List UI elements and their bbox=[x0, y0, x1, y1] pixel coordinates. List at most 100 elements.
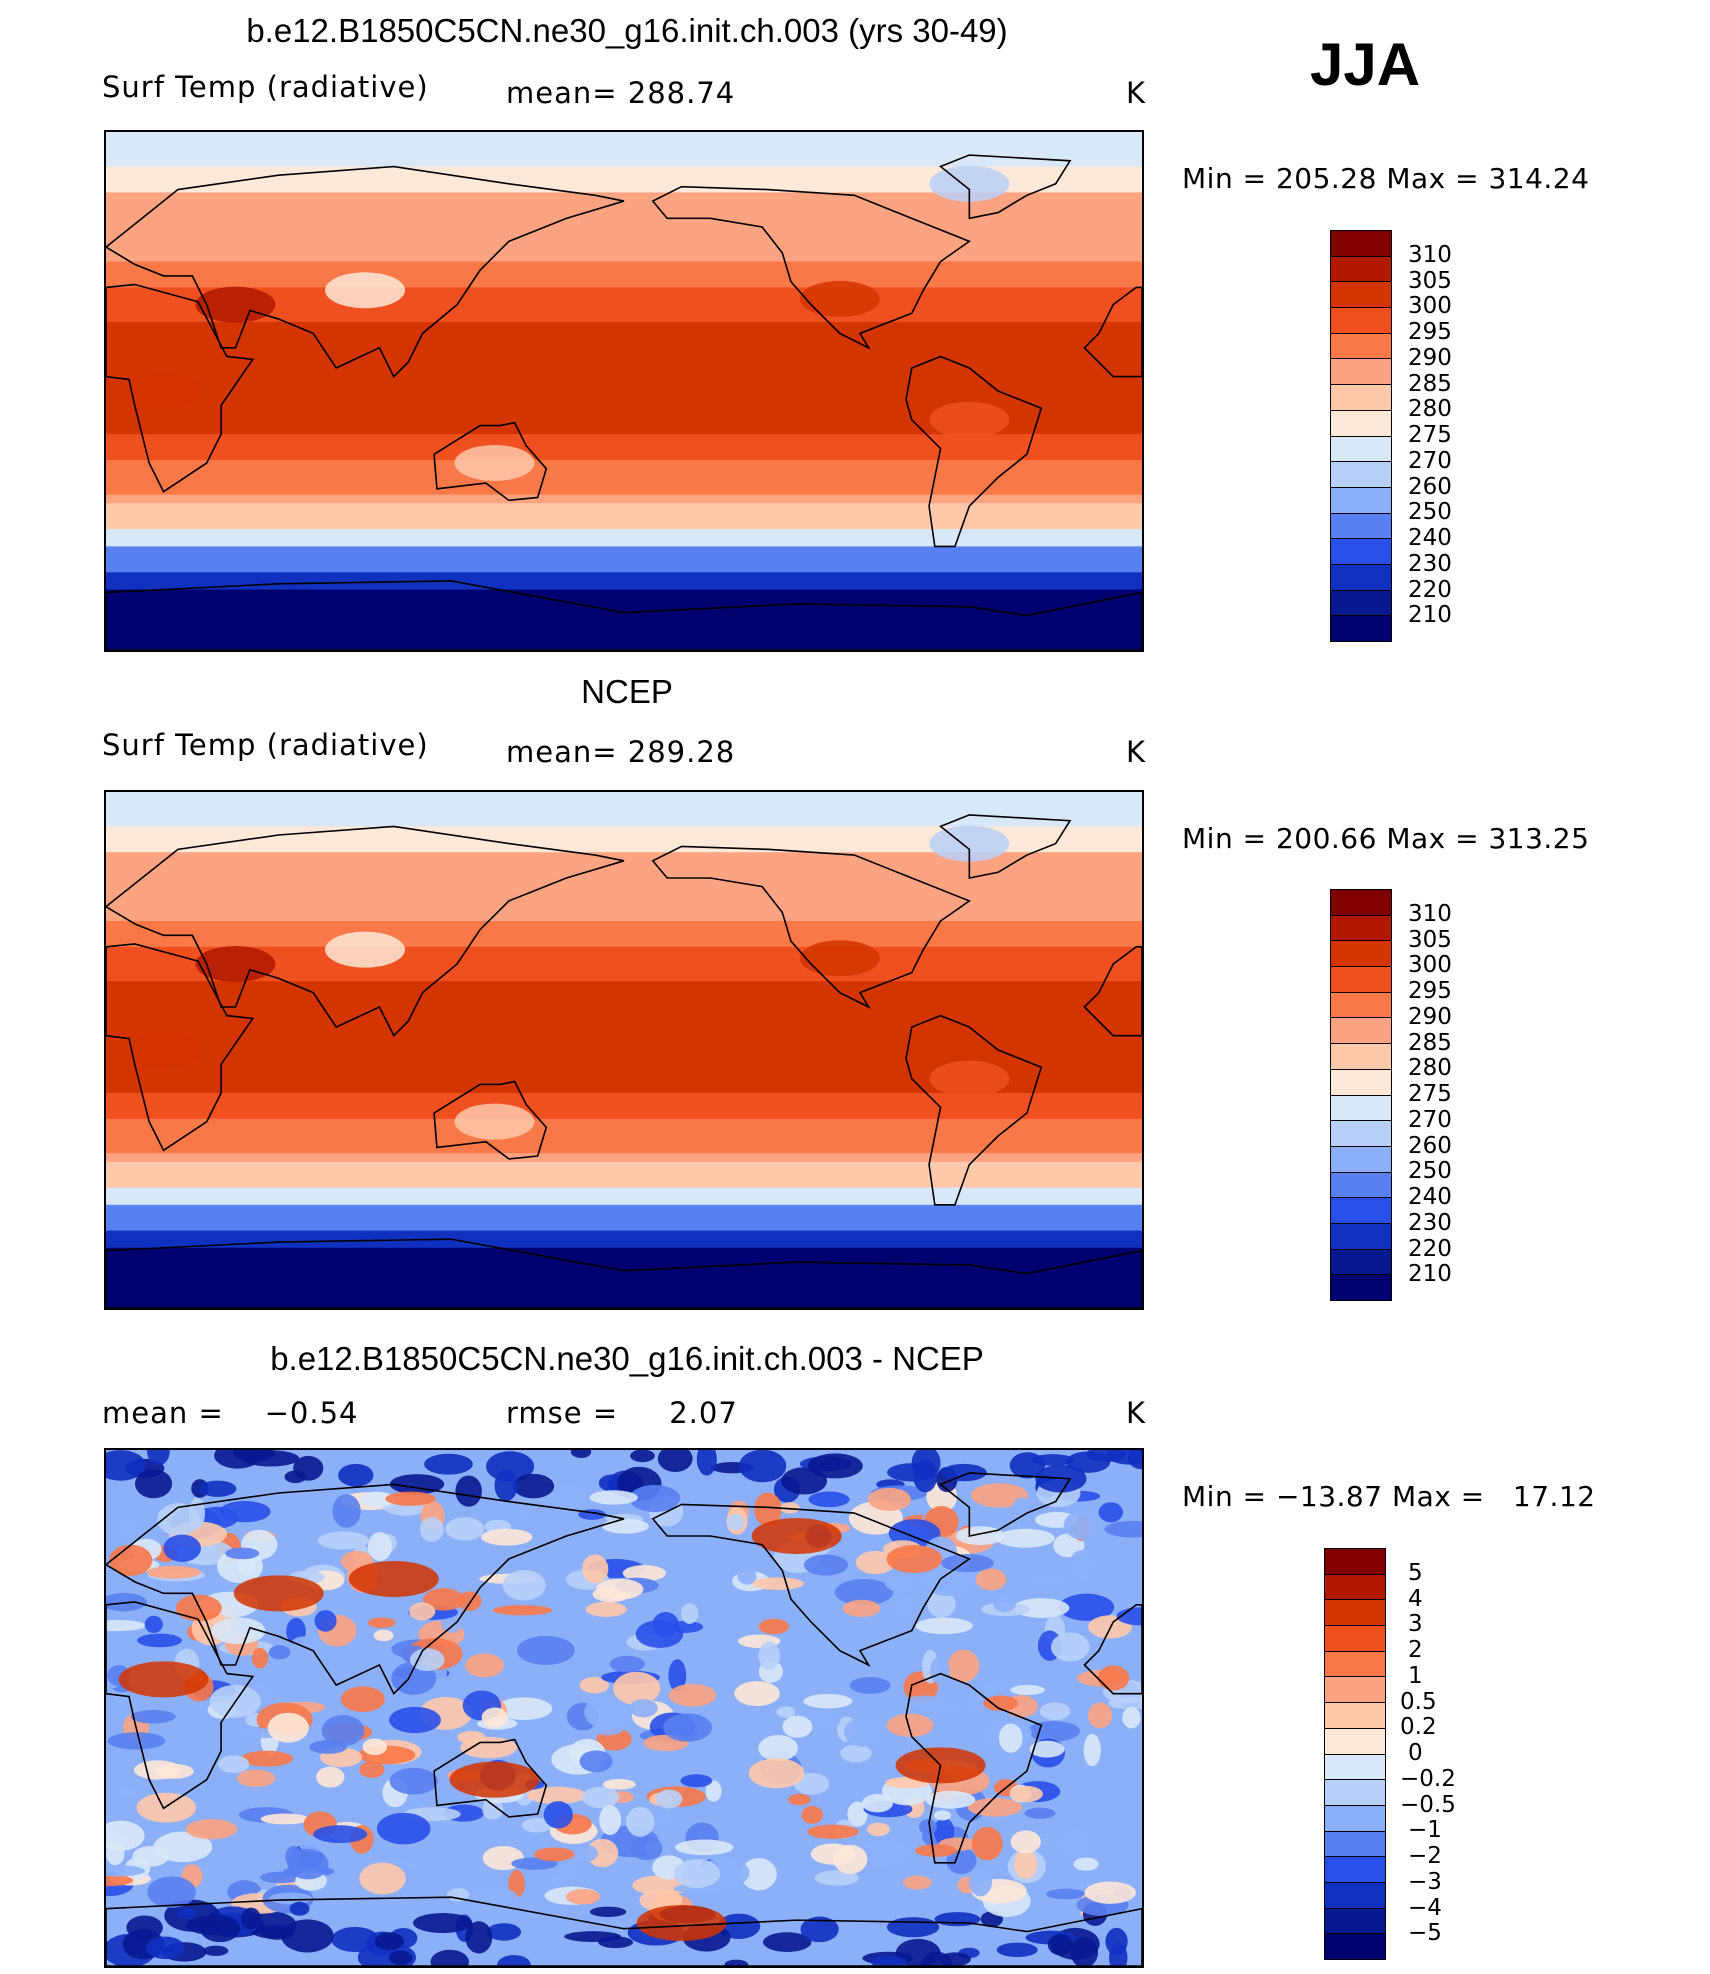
difference-patch bbox=[1029, 1575, 1066, 1587]
temperature-band bbox=[106, 563, 1142, 574]
difference-patch bbox=[413, 1912, 473, 1934]
difference-patch bbox=[106, 1865, 145, 1877]
difference-patch bbox=[225, 1547, 260, 1560]
difference-patch bbox=[145, 1936, 185, 1960]
difference-patch bbox=[1073, 1857, 1099, 1871]
panel-3-units: K bbox=[1126, 1396, 1147, 1430]
difference-patch bbox=[497, 1955, 531, 1966]
temperature-anomaly-patch bbox=[929, 165, 1010, 202]
colorbar-swatch bbox=[1331, 1069, 1391, 1096]
temperature-band bbox=[106, 201, 1142, 211]
difference-patch bbox=[543, 1801, 573, 1829]
difference-patch bbox=[970, 1483, 1028, 1508]
temperature-band bbox=[106, 1179, 1142, 1189]
temperature-band bbox=[106, 1290, 1142, 1301]
difference-patch bbox=[630, 1450, 655, 1463]
temperature-band bbox=[106, 434, 1142, 444]
temperature-band bbox=[106, 546, 1142, 557]
temperature-band bbox=[106, 399, 1142, 410]
difference-patch bbox=[776, 1706, 796, 1718]
temperature-band bbox=[106, 624, 1142, 634]
temperature-band bbox=[106, 1136, 1142, 1146]
difference-patch bbox=[1009, 1785, 1043, 1803]
temperature-band bbox=[106, 1161, 1142, 1172]
temperature-band bbox=[106, 451, 1142, 462]
difference-patch bbox=[840, 1744, 872, 1763]
difference-patch bbox=[106, 1843, 125, 1866]
colorbar-swatch bbox=[1331, 616, 1391, 641]
colorbar-tick-label: 300 bbox=[1408, 952, 1452, 979]
difference-patch bbox=[758, 1641, 780, 1670]
difference-patch bbox=[359, 1491, 396, 1508]
difference-patch bbox=[546, 1874, 575, 1891]
colorbar-tick-label: 250 bbox=[1408, 499, 1452, 526]
difference-patch bbox=[629, 1699, 658, 1718]
difference-patch bbox=[946, 1847, 977, 1875]
difference-patch bbox=[289, 1901, 310, 1916]
difference-patch bbox=[409, 1648, 445, 1672]
difference-patch bbox=[886, 1917, 940, 1938]
difference-patch bbox=[521, 1817, 553, 1833]
difference-patch bbox=[198, 1480, 237, 1497]
colorbar-swatch bbox=[1331, 410, 1391, 437]
difference-patch bbox=[481, 1528, 533, 1546]
difference-patch bbox=[467, 1886, 520, 1915]
colorbar-swatch bbox=[1325, 1703, 1385, 1729]
difference-patch bbox=[287, 1848, 329, 1880]
temperature-band bbox=[106, 572, 1142, 582]
difference-patch bbox=[975, 1568, 1007, 1591]
difference-patch bbox=[1070, 1937, 1099, 1966]
colorbar-tick-label: 240 bbox=[1408, 525, 1452, 551]
difference-patch bbox=[496, 1697, 553, 1721]
colorbar-swatch bbox=[1331, 1018, 1391, 1045]
panel-2-variable-label: Surf Temp (radiative) bbox=[102, 728, 429, 762]
difference-patch bbox=[362, 1738, 388, 1756]
temperature-band bbox=[106, 287, 1142, 298]
difference-patch bbox=[803, 1693, 853, 1709]
difference-patch bbox=[240, 1907, 261, 1930]
difference-patch bbox=[1014, 1849, 1038, 1879]
difference-patch bbox=[630, 1836, 663, 1861]
temperature-anomaly-patch bbox=[929, 1060, 1010, 1097]
difference-patch bbox=[1122, 1706, 1141, 1729]
colorbar-swatch bbox=[1331, 231, 1391, 257]
difference-patch bbox=[106, 1874, 134, 1887]
difference-patch bbox=[373, 1629, 394, 1642]
difference-patch bbox=[424, 1453, 473, 1475]
colorbar-tick-label: 305 bbox=[1408, 926, 1452, 953]
difference-patch bbox=[589, 1490, 638, 1505]
difference-patch bbox=[964, 1692, 988, 1715]
difference-patch bbox=[998, 1723, 1023, 1753]
temperature-band bbox=[106, 425, 1142, 436]
difference-patch bbox=[367, 1532, 392, 1562]
colorbar-swatch bbox=[1325, 1574, 1385, 1601]
difference-patch bbox=[321, 1715, 365, 1747]
colorbar-swatch bbox=[1331, 1095, 1391, 1122]
panel-2-title: NCEP bbox=[581, 673, 673, 710]
temperature-band bbox=[106, 1050, 1142, 1060]
temperature-band bbox=[106, 878, 1142, 888]
panel-1-colorbar-labels: 310 305 300 295 290 285 280 275 270 260 250 240 230 2… bbox=[1408, 230, 1528, 642]
difference-patch bbox=[895, 1595, 917, 1616]
difference-patch bbox=[762, 1932, 812, 1952]
difference-hotspot bbox=[449, 1761, 540, 1798]
panel-3-colorbar-labels: 5 4 3 2 1 0.5 0.2 0 −0.2 −0.5 −1 −2 −3 −4 −5 bbox=[1400, 1548, 1520, 1960]
difference-patch bbox=[457, 1730, 486, 1744]
difference-patch bbox=[137, 1633, 183, 1648]
colorbar-swatch bbox=[1325, 1549, 1385, 1575]
difference-patch bbox=[971, 1826, 1003, 1861]
colorbar-swatch bbox=[1331, 915, 1391, 942]
temperature-band bbox=[106, 1213, 1142, 1223]
coastline bbox=[651, 185, 972, 350]
difference-patch bbox=[446, 1888, 470, 1902]
temperature-band bbox=[106, 365, 1142, 375]
temperature-band bbox=[106, 382, 1142, 392]
difference-patch bbox=[752, 1577, 805, 1590]
difference-patch bbox=[502, 1569, 546, 1601]
temperature-band bbox=[106, 235, 1142, 246]
temperature-band bbox=[106, 477, 1142, 487]
colorbar-swatch bbox=[1331, 1198, 1391, 1224]
difference-patch bbox=[834, 1579, 894, 1606]
difference-patch bbox=[782, 1715, 813, 1738]
temperature-band bbox=[106, 1058, 1142, 1069]
